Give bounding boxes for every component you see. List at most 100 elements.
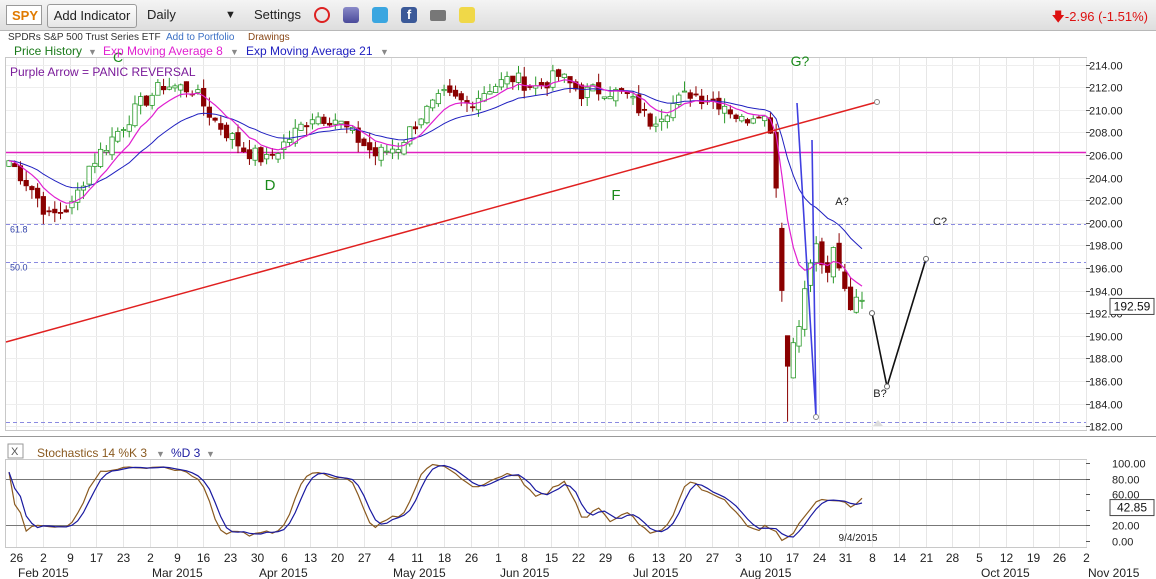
month-label: Jul 2015	[633, 566, 679, 579]
candle-body	[57, 212, 64, 214]
candle-body	[401, 141, 407, 155]
stochastics-k-label[interactable]: Stochastics 14 %K 3	[37, 446, 147, 460]
candle-body	[510, 75, 516, 83]
price-tick-label: 202.00	[1089, 196, 1123, 208]
candle-body	[52, 208, 58, 214]
candle-body	[424, 105, 430, 124]
candle-body	[75, 189, 81, 203]
candle-body	[687, 92, 693, 99]
candle-body	[46, 210, 52, 213]
chevron-down-icon[interactable]: ▼	[206, 449, 215, 459]
settings-button[interactable]: Settings	[254, 7, 301, 22]
candle-body	[344, 121, 350, 128]
chevron-down-icon[interactable]: ▼	[380, 47, 389, 57]
chevron-down-icon[interactable]: ▼	[230, 47, 239, 57]
highlight-date-label: 9/4/2015	[839, 533, 878, 544]
date-tick-label: 2	[147, 551, 154, 565]
price-tick-label: 200.00	[1089, 219, 1123, 231]
projection-handle[interactable]	[884, 383, 890, 390]
candle-body	[229, 133, 235, 140]
alarm-clock-icon[interactable]	[314, 7, 330, 23]
chevron-down-icon[interactable]: ▼	[156, 449, 165, 459]
candle-body	[195, 89, 201, 93]
arrow-handle[interactable]	[813, 414, 819, 420]
candle-body	[710, 98, 716, 101]
legend-ema-21[interactable]: Exp Moving Average 21	[246, 44, 373, 58]
candle-body	[641, 108, 648, 111]
candle-body	[166, 86, 172, 90]
candle-body	[132, 103, 138, 127]
date-tick-label: 14	[893, 551, 907, 565]
date-tick-label: 17	[90, 551, 104, 565]
candle-body	[647, 113, 653, 127]
candle-body	[281, 141, 287, 151]
candle-body	[853, 296, 859, 313]
stochastics-d-label[interactable]: %D 3	[171, 446, 201, 460]
facebook-icon[interactable]: f	[401, 7, 417, 23]
projection-handle[interactable]	[923, 255, 929, 262]
trend-line-handle[interactable]	[874, 99, 880, 105]
date-tick-label: 27	[706, 551, 720, 565]
candle-body	[590, 84, 596, 92]
candle-body	[607, 96, 613, 100]
candle-body	[435, 93, 441, 105]
wave-label: C?	[933, 216, 947, 228]
candle-body	[389, 148, 396, 154]
chevron-down-icon[interactable]: ▼	[88, 47, 97, 57]
candle-body	[550, 70, 556, 88]
add-indicator-button[interactable]: Add Indicator	[47, 4, 137, 28]
scroll-marker-icon[interactable]	[873, 420, 883, 426]
candle-body	[699, 95, 705, 105]
candle-body	[744, 119, 751, 124]
add-to-portfolio-link[interactable]: Add to Portfolio	[166, 32, 235, 43]
date-tick-label: 26	[1053, 551, 1067, 565]
candle-body	[567, 76, 573, 84]
price-tick-label: 206.00	[1089, 151, 1123, 163]
stack-icon[interactable]	[343, 7, 359, 23]
legend-ema-8[interactable]: Exp Moving Average 8	[103, 44, 223, 58]
date-tick-label: 28	[946, 551, 960, 565]
close-stochastics-button[interactable]	[7, 443, 24, 459]
ema-21-line	[8, 87, 863, 250]
period-select[interactable]: Daily	[147, 7, 176, 22]
drawings-link[interactable]: Drawings	[248, 32, 290, 43]
camera-icon[interactable]	[430, 10, 446, 21]
close-icon[interactable]: X	[11, 446, 19, 458]
candle-body	[842, 271, 848, 289]
date-tick-label: 1	[495, 551, 502, 565]
candle-body	[561, 73, 567, 78]
panic-reversal-note: Purple Arrow = PANIC REVERSAL	[10, 65, 196, 79]
date-tick-label: 30	[251, 551, 265, 565]
candle-body	[681, 90, 688, 93]
candle-body	[727, 109, 733, 115]
date-tick-label: 16	[197, 551, 211, 565]
month-label: Jun 2015	[500, 566, 550, 579]
candle-body	[367, 142, 373, 151]
candle-body	[29, 186, 35, 191]
candle-body	[825, 262, 831, 273]
date-tick-label: 24	[813, 551, 827, 565]
chevron-down-icon[interactable]: ▼	[225, 9, 236, 21]
candle-body	[733, 114, 739, 119]
wave-label: B?	[873, 388, 886, 400]
price-change: 🡇-2.96 (-1.51%)	[1052, 8, 1148, 30]
last-price-box	[1109, 297, 1155, 315]
projection-handle[interactable]	[869, 310, 875, 317]
candle-body	[630, 96, 636, 99]
twitter-icon[interactable]	[372, 7, 388, 23]
candle-body	[487, 91, 493, 95]
legend-price-history[interactable]: Price History	[14, 44, 82, 58]
symbol-input[interactable]: SPY	[6, 5, 42, 25]
ema-8-line	[8, 79, 863, 287]
date-tick-label: 29	[599, 551, 613, 565]
candle-body	[138, 96, 144, 106]
month-label: May 2015	[393, 566, 446, 579]
note-icon[interactable]	[459, 7, 475, 23]
candle-body	[218, 123, 224, 130]
candle-body	[252, 147, 258, 161]
candle-body	[361, 138, 367, 147]
date-tick-label: 10	[759, 551, 773, 565]
price-tick-label: 184.00	[1089, 400, 1123, 412]
candle-body	[441, 88, 447, 92]
price-tick-label: 204.00	[1089, 174, 1123, 186]
